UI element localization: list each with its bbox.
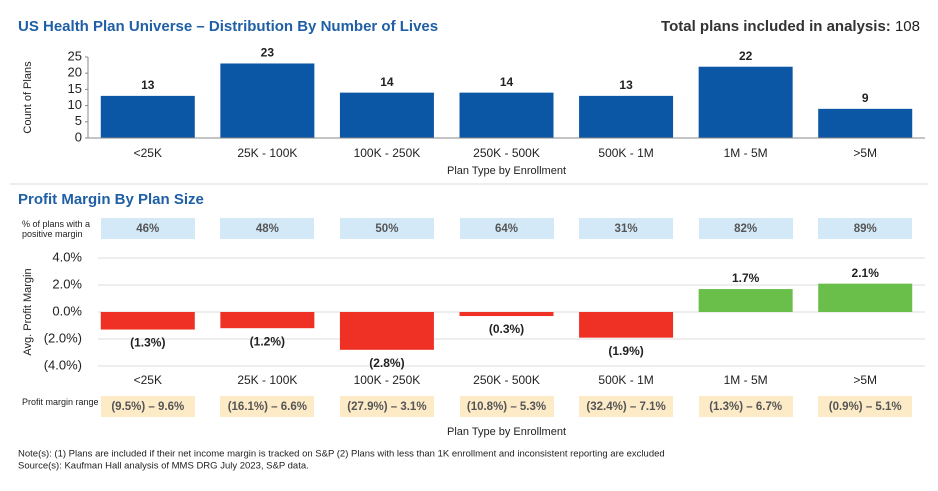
table-cell: (27.9%) – 3.1% <box>339 396 434 417</box>
value-label: 13 <box>141 78 155 92</box>
bar <box>220 63 315 139</box>
summary-label: Total plans included in analysis: <box>661 18 891 35</box>
bar <box>579 312 674 338</box>
bar <box>579 95 674 138</box>
value-label: 22 <box>739 49 753 63</box>
chart-title: US Health Plan Universe – Distribution B… <box>18 18 438 35</box>
value-label: 14 <box>380 75 394 89</box>
y-tick-label: 5 <box>75 113 82 128</box>
value-label: 2.1% <box>852 266 880 280</box>
bar <box>459 312 554 317</box>
bar <box>698 289 793 312</box>
x-tick-label: 1M - 5M <box>724 373 768 387</box>
x-tick-label: 250K - 500K <box>473 373 540 387</box>
y-tick-label: (4.0%) <box>44 357 82 372</box>
y-tick-label: 2.0% <box>52 276 82 291</box>
x-tick-label: >5M <box>853 373 877 387</box>
bar <box>818 108 913 138</box>
note: Source(s): Kaufman Hall analysis of MMS … <box>18 461 309 472</box>
table-cell: 50% <box>339 218 434 239</box>
table-cell: 48% <box>220 218 315 239</box>
bar <box>339 92 434 138</box>
x-tick-label: 100K - 250K <box>354 146 421 160</box>
y-tick-label: 0 <box>75 129 82 144</box>
y-tick-label: 25 <box>68 48 82 63</box>
table-cell: 64% <box>459 218 554 239</box>
value-label: 14 <box>500 75 514 89</box>
value-label: (1.9%) <box>608 344 643 358</box>
table-cell: (16.1%) – 6.6% <box>220 396 315 417</box>
row-label: Profit margin range <box>22 397 99 407</box>
y-axis-label: Avg. Profit Margin <box>22 268 34 355</box>
x-tick-label: <25K <box>134 373 162 387</box>
value-label: 13 <box>619 78 633 92</box>
bar <box>339 312 434 350</box>
x-axis-label: Plan Type by Enrollment <box>447 426 566 438</box>
chart-title: Profit Margin By Plan Size <box>18 191 204 208</box>
x-tick-label: 100K - 250K <box>354 373 421 387</box>
summary: Total plans included in analysis: 108 <box>661 18 920 35</box>
table-cell: 89% <box>818 218 913 239</box>
table-cell: 82% <box>698 218 793 239</box>
x-tick-label: 25K - 100K <box>237 373 297 387</box>
x-tick-label: 250K - 500K <box>473 146 540 160</box>
y-tick-label: 10 <box>68 97 82 112</box>
bar <box>818 283 913 312</box>
value-label: (1.2%) <box>250 334 285 348</box>
value-label: 9 <box>862 91 869 105</box>
value-label: 1.7% <box>732 271 760 285</box>
x-tick-label: 500K - 1M <box>598 373 653 387</box>
row-label: % of plans with a positive margin <box>22 219 91 239</box>
x-axis-label: Plan Type by Enrollment <box>447 165 566 177</box>
bar <box>698 66 793 138</box>
value-label: (0.3%) <box>489 322 524 336</box>
bar <box>100 95 195 138</box>
table-cell: (9.5%) – 9.6% <box>100 396 195 417</box>
x-tick-label: <25K <box>134 146 162 160</box>
table-cell: 31% <box>579 218 674 239</box>
x-tick-label: 25K - 100K <box>237 146 297 160</box>
table-cell: (1.3%) – 6.7% <box>698 396 793 417</box>
x-tick-label: 1M - 5M <box>724 146 768 160</box>
table-cell: (10.8%) – 5.3% <box>459 396 554 417</box>
y-axis-label: Count of Plans <box>22 61 34 134</box>
x-tick-label: >5M <box>853 146 877 160</box>
y-tick-label: 15 <box>68 81 82 96</box>
y-tick-label: (2.0%) <box>44 330 82 345</box>
bar <box>100 312 195 330</box>
bar <box>220 312 315 329</box>
y-tick-label: 0.0% <box>52 303 82 318</box>
note: Note(s): (1) Plans are included if their… <box>18 449 665 460</box>
table-cell: (0.9%) – 5.1% <box>818 396 913 417</box>
value-label: (2.8%) <box>369 356 404 370</box>
table-cell: (32.4%) – 7.1% <box>579 396 674 417</box>
y-tick-label: 4.0% <box>52 249 82 264</box>
value-label: 23 <box>261 46 275 60</box>
y-tick-label: 20 <box>68 65 82 80</box>
summary-value: 108 <box>895 18 920 35</box>
value-label: (1.3%) <box>130 336 165 350</box>
table-cell: 46% <box>100 218 195 239</box>
bar <box>459 92 554 138</box>
x-tick-label: 500K - 1M <box>598 146 653 160</box>
